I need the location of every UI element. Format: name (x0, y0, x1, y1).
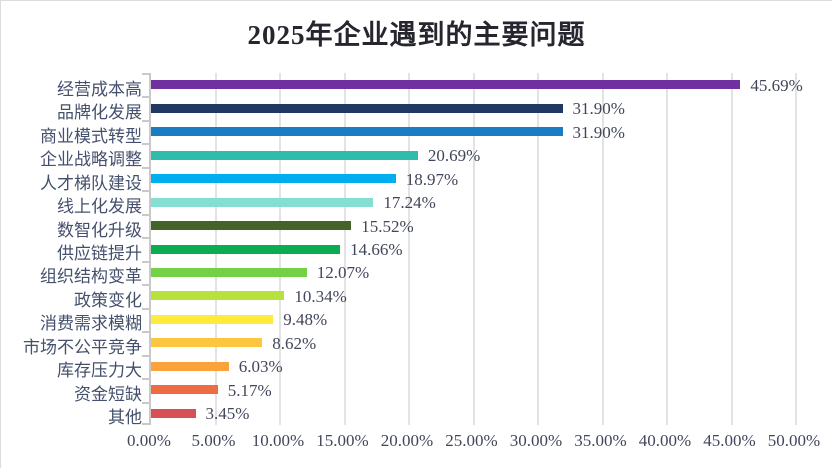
bar (151, 291, 285, 301)
x-axis-tick-labels: 0.00% 5.00% 10.00% 15.00% 20.00% 25.00% 30.00%… (127, 431, 820, 455)
bar-value-label: 3.45% (205, 404, 250, 424)
gridline (537, 73, 539, 425)
x-axis-tick-label: 50.00% (767, 431, 821, 450)
axis-tick (142, 355, 149, 357)
category-label: 数智化升级 (57, 220, 142, 240)
bar-value-label: 14.66% (350, 240, 403, 259)
bar (151, 197, 374, 207)
bar (151, 385, 218, 395)
chart-title: 2025年企业遇到的主要问题 (247, 20, 586, 50)
axis-tick (142, 73, 149, 75)
category-label: 市场不公平竞争 (23, 337, 142, 357)
bar-value-label: 9.48% (283, 310, 328, 330)
category-label: 其他 (108, 408, 142, 428)
category-label: 资金短缺 (74, 384, 142, 404)
gridline (730, 73, 733, 425)
bar-value-label: 10.34% (294, 286, 347, 306)
axis-tick (142, 190, 149, 192)
category-label: 组织结构变革 (40, 267, 142, 287)
gridline (601, 73, 604, 425)
gridline (472, 73, 475, 425)
bar-value-label: 5.17% (227, 380, 272, 400)
category-label: 商业模式转型 (40, 126, 142, 146)
bar-value-label: 6.03% (238, 357, 283, 377)
category-label: 政策变化 (74, 290, 142, 310)
axis-tick (142, 378, 149, 380)
axis-tick (142, 167, 149, 169)
bar (151, 174, 396, 184)
axis-tick (142, 402, 149, 404)
bar-value-label: 31.90% (572, 122, 625, 142)
bar (151, 408, 196, 418)
axis-tick (142, 214, 149, 216)
bar (151, 221, 352, 231)
axis-tick (142, 331, 149, 333)
gridline (666, 73, 668, 425)
bar (151, 127, 563, 137)
x-axis-tick-label: 40.00% (638, 431, 692, 450)
bar-value-label: 17.24% (383, 193, 436, 213)
bar-value-label: 31.90% (572, 99, 625, 119)
x-axis-tick-label: 15.00% (316, 431, 369, 450)
bar-value-label: 12.07% (316, 263, 370, 283)
x-axis-tick-label: 45.00% (703, 431, 756, 450)
gridline (343, 73, 346, 425)
axis-tick (142, 96, 149, 98)
category-label: 线上化发展 (57, 197, 142, 217)
bar (151, 314, 274, 324)
category-label: 消费需求模糊 (40, 314, 142, 334)
category-label: 企业战略调整 (40, 150, 142, 170)
bar-value-label: 15.52% (361, 216, 414, 236)
bar-value-label: 20.69% (427, 146, 481, 166)
axis-tick (142, 423, 149, 425)
axis-tick (142, 237, 149, 239)
category-label: 供应链提升 (57, 244, 142, 263)
x-axis-tick-label: 30.00% (509, 431, 563, 450)
gridline (408, 73, 410, 425)
x-axis-tick-label: 35.00% (574, 431, 627, 450)
axis-tick (142, 284, 149, 286)
bar (151, 150, 418, 160)
axis-tick (142, 143, 149, 145)
x-axis-tick-label: 5.00% (191, 431, 236, 450)
axis-tick (142, 308, 149, 310)
category-label: 人才梯队建设 (40, 173, 142, 193)
bar-value-label: 18.97% (405, 169, 459, 189)
x-axis-tick-label: 0.00% (127, 431, 171, 450)
bar (151, 80, 741, 90)
category-label: 库存压力大 (57, 361, 142, 381)
bar (151, 103, 563, 113)
bar (151, 338, 263, 348)
plot-area: 45.69% 31.90% 31.90% 20.69% 18.97% 17.24% 15.5… (142, 73, 803, 425)
bar (151, 244, 341, 254)
axis-tick (142, 120, 149, 122)
x-axis-tick-label: 20.00% (380, 431, 434, 450)
category-label: 品牌化发展 (57, 103, 142, 123)
bar-value-label: 8.62% (272, 333, 317, 353)
bar (151, 361, 229, 371)
x-axis-tick-label: 10.00% (251, 431, 305, 450)
axis-tick (142, 261, 149, 263)
gridline (795, 73, 797, 425)
bar-value-label: 45.69% (750, 75, 803, 95)
bar (151, 267, 307, 277)
category-label: 经营成本高 (57, 79, 142, 99)
y-axis-category-labels: 经营成本高品牌化发展商业模式转型 企业战略调整 人才梯队建设线上化发展数智化升级供应… (1, 73, 142, 428)
x-axis-tick-label: 25.00% (445, 431, 498, 450)
